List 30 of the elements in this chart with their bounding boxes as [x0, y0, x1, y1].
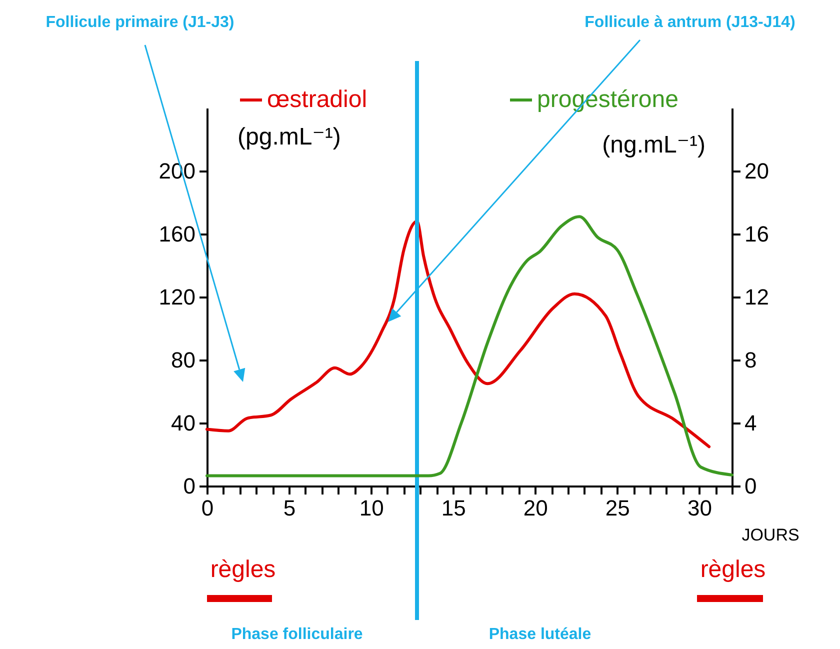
y2-tick-label: 0 [744, 474, 757, 498]
y2-tick-label: 16 [744, 222, 769, 246]
x-tick-label: 10 [359, 496, 384, 520]
y2-axis-title: (ng.mL⁻¹) [602, 132, 706, 158]
y-axis-title: (pg.mL⁻¹) [238, 124, 341, 150]
line-series [206, 215, 734, 478]
text: Phase folliculaire [231, 626, 363, 643]
x-tick-label: 15 [441, 496, 466, 520]
y-tick-label: 40 [171, 410, 196, 436]
text: Follicule à antrum (J13-J14) [584, 14, 796, 31]
legend-label: œstradiol [267, 86, 368, 113]
line-series [206, 220, 711, 448]
x-tick-label: 0 [201, 496, 214, 520]
text: règles [700, 556, 766, 583]
y2-tick-label: 4 [744, 410, 757, 436]
y-tick-label: 80 [171, 348, 196, 372]
text: règles [210, 556, 276, 583]
y-tick-label: 160 [158, 222, 196, 246]
y-tick-label: 120 [158, 284, 196, 310]
x-axis-title: JOURS [742, 526, 800, 544]
text: Follicule primaire (J1-J3) [46, 14, 234, 31]
x-tick-label: 20 [523, 496, 548, 520]
y2-tick-label: 12 [744, 284, 769, 310]
y-tick-label: 0 [183, 474, 196, 498]
x-tick-label: 30 [687, 496, 712, 520]
x-tick-label: 5 [283, 496, 296, 520]
x-tick-label: 25 [605, 496, 630, 520]
y2-tick-label: 8 [744, 348, 757, 372]
y2-tick-label: 20 [744, 158, 769, 184]
text: Phase lutéale [488, 626, 592, 643]
